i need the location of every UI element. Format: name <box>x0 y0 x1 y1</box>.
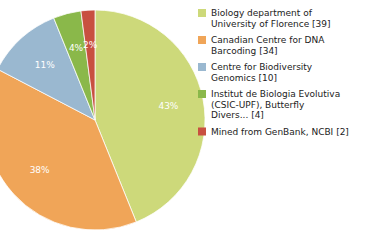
legend-label-line: Mined from GenBank, NCBI [2] <box>211 127 349 137</box>
legend-item: Canadian Centre for DNABarcoding [34] <box>198 35 325 56</box>
legend-label-line: Biology department of <box>211 8 313 18</box>
legend-label-line: Genomics [10] <box>211 73 277 83</box>
data-label: 2% <box>83 40 98 50</box>
data-label: 43% <box>158 101 178 111</box>
legend-swatch <box>198 63 206 71</box>
chart-root: 43% 38% 11% 4%2% Biology department ofUniver… <box>0 0 380 240</box>
data-label: 11% <box>35 60 55 70</box>
legend-label-line: (CSIC-UPF), Butterfly <box>211 100 305 110</box>
legend-label: Centre for BiodiversityGenomics [10] <box>211 62 313 83</box>
legend-item: Biology department ofUniversity of Flore… <box>198 8 331 29</box>
data-label: 4% <box>69 43 84 53</box>
legend-swatch <box>198 9 206 17</box>
legend-label: Mined from GenBank, NCBI [2] <box>211 127 349 137</box>
legend-label: Institut de Biologia Evolutiva(CSIC-UPF)… <box>211 89 340 120</box>
legend-label: Biology department ofUniversity of Flore… <box>211 8 331 29</box>
legend: Biology department ofUniversity of Flore… <box>198 8 349 137</box>
data-label: 38% <box>30 165 50 175</box>
legend-label-line: Divers... [4] <box>211 110 264 120</box>
pie-slice <box>54 11 95 120</box>
legend-label-line: Barcoding [34] <box>211 46 278 56</box>
legend-label-line: Institut de Biologia Evolutiva <box>211 89 340 99</box>
legend-item: Institut de Biologia Evolutiva(CSIC-UPF)… <box>198 89 340 120</box>
pie <box>0 10 205 230</box>
legend-label: Canadian Centre for DNABarcoding [34] <box>211 35 325 56</box>
legend-item: Mined from GenBank, NCBI [2] <box>198 127 349 137</box>
legend-label-line: Canadian Centre for DNA <box>211 35 325 45</box>
pie-slice <box>81 10 95 120</box>
legend-item: Centre for BiodiversityGenomics [10] <box>198 62 313 83</box>
legend-swatch <box>198 36 206 44</box>
legend-swatch <box>198 90 206 98</box>
legend-label-line: University of Florence [39] <box>211 19 331 29</box>
legend-label-line: Centre for Biodiversity <box>211 62 313 72</box>
legend-swatch <box>198 128 206 136</box>
data-labels: 43% 38% 11% 4%2% <box>30 40 179 175</box>
